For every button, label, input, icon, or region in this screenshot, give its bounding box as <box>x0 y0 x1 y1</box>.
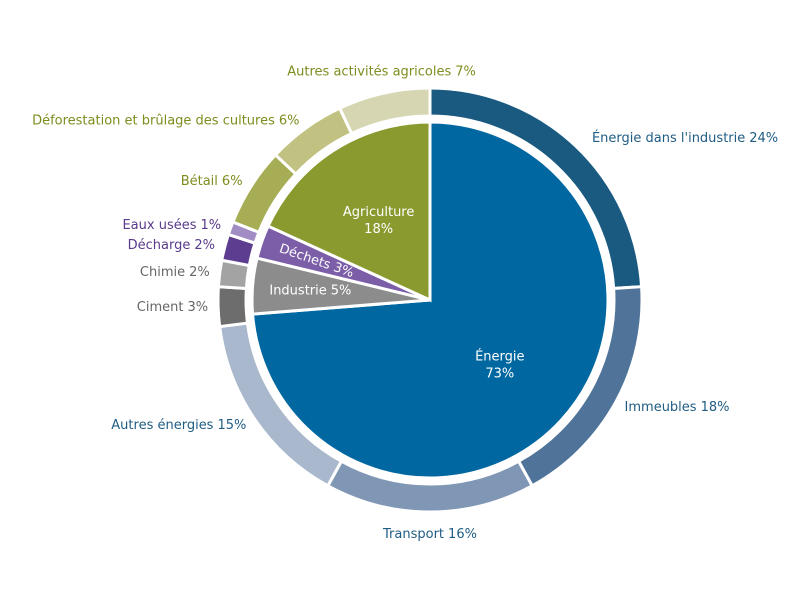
slice-label: Autres activités agricoles 7% <box>287 64 476 79</box>
slice <box>266 120 432 303</box>
value-label: 73% <box>485 366 514 381</box>
value-label: 24% <box>749 131 778 146</box>
value-label: 6% <box>222 174 243 189</box>
category-name: Énergie dans l'industrie <box>592 130 745 146</box>
value-label: 2% <box>194 237 215 252</box>
slice-label: Énergie 73% <box>475 348 524 381</box>
category-name: Bétail <box>181 174 218 189</box>
slice-label: Bétail 6% <box>181 174 243 189</box>
slice-label: Énergie dans l'industrie 24% <box>592 130 778 146</box>
slice-label: Transport 16% <box>382 527 477 542</box>
value-label: 6% <box>279 113 300 128</box>
slice-label: Chimie 2% <box>140 265 210 280</box>
category-name: Industrie <box>269 283 326 298</box>
slice-label: Industrie 5% <box>269 283 351 298</box>
category-name: Eaux usées <box>122 217 196 232</box>
category-name: Immeubles <box>625 399 697 414</box>
value-label: 5% <box>331 283 352 298</box>
value-label: 1% <box>200 217 221 232</box>
category-name: Autres activités agricoles <box>287 64 451 79</box>
value-label: 16% <box>448 527 477 542</box>
category-name: Énergie <box>475 348 524 364</box>
category-name: Chimie <box>140 265 185 280</box>
category-name: Autres énergies <box>111 417 213 432</box>
slice <box>216 285 250 329</box>
slice-label: Ciment 3% <box>137 299 208 314</box>
value-label: 7% <box>455 64 476 79</box>
slice-label: Autres énergies 15% <box>111 417 246 432</box>
value-label: 18% <box>364 222 393 237</box>
category-name: Transport <box>382 527 444 542</box>
slice-label: Eaux usées 1% <box>122 217 221 232</box>
category-name: Ciment <box>137 299 184 314</box>
category-name: Agriculture <box>343 205 415 220</box>
slice <box>337 86 432 136</box>
slice-label: Déforestation et brûlage des cultures 6% <box>32 113 299 128</box>
slice-label: Immeubles 18% <box>625 399 730 414</box>
slice-label: Décharge 2% <box>128 237 215 252</box>
value-label: 3% <box>187 299 208 314</box>
category-name: Décharge <box>128 237 191 252</box>
slice-label: Agriculture 18% <box>343 205 415 237</box>
value-label: 2% <box>189 265 210 280</box>
value-label: 18% <box>701 399 730 414</box>
category-name: Déforestation et brûlage des cultures <box>32 113 275 128</box>
value-label: 15% <box>217 417 246 432</box>
